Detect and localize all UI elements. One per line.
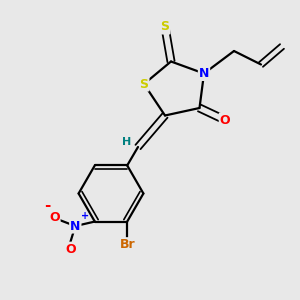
Text: S: S <box>140 77 148 91</box>
Text: H: H <box>122 136 131 147</box>
Text: N: N <box>70 220 80 232</box>
Text: S: S <box>160 20 169 34</box>
Text: O: O <box>65 243 76 256</box>
Text: O: O <box>220 113 230 127</box>
Text: N: N <box>199 67 209 80</box>
Text: Br: Br <box>119 238 135 251</box>
Text: +: + <box>81 212 89 221</box>
Text: -: - <box>44 198 51 213</box>
Text: O: O <box>49 211 60 224</box>
